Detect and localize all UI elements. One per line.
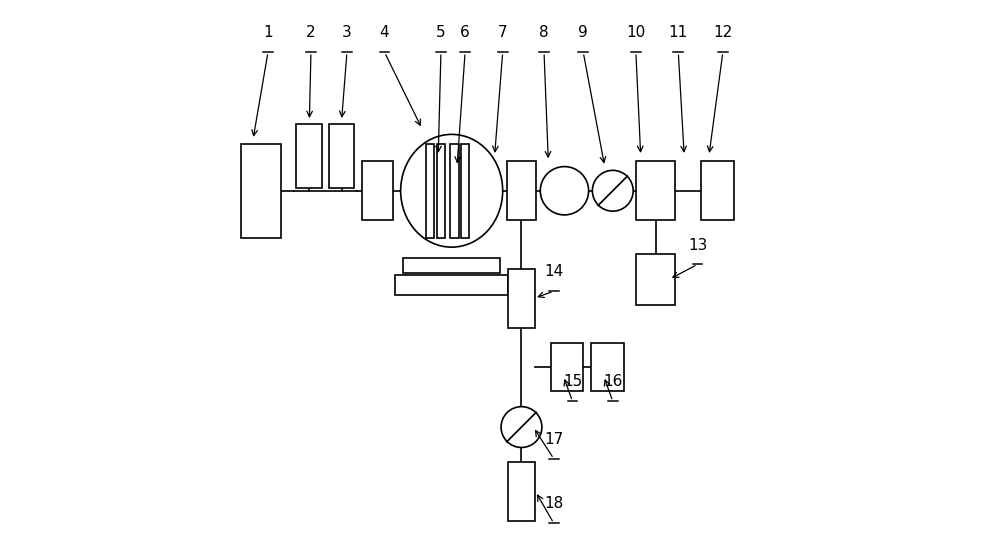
Ellipse shape bbox=[401, 134, 503, 247]
Bar bbox=[636, 254, 675, 305]
Bar bbox=[551, 343, 583, 391]
Text: 6: 6 bbox=[460, 25, 470, 41]
Text: 3: 3 bbox=[342, 25, 352, 41]
Bar bbox=[395, 275, 508, 295]
Bar bbox=[508, 462, 535, 521]
Text: 7: 7 bbox=[498, 25, 507, 41]
Bar bbox=[508, 269, 535, 328]
Text: 1: 1 bbox=[263, 25, 273, 41]
Bar bbox=[403, 259, 500, 273]
Bar bbox=[701, 161, 734, 220]
Bar bbox=[241, 144, 281, 238]
Circle shape bbox=[501, 407, 542, 448]
Text: 16: 16 bbox=[603, 374, 622, 390]
Text: 9: 9 bbox=[578, 25, 588, 41]
Bar bbox=[296, 124, 322, 188]
Text: 12: 12 bbox=[713, 25, 732, 41]
Bar bbox=[329, 124, 354, 188]
Ellipse shape bbox=[540, 167, 589, 215]
Bar bbox=[461, 144, 469, 238]
Bar bbox=[450, 144, 459, 238]
Text: 5: 5 bbox=[436, 25, 446, 41]
Circle shape bbox=[592, 170, 633, 211]
Bar bbox=[507, 161, 536, 220]
Bar bbox=[362, 161, 393, 220]
Bar bbox=[636, 161, 675, 220]
Text: 17: 17 bbox=[544, 432, 563, 447]
Bar bbox=[426, 144, 434, 238]
Text: 14: 14 bbox=[544, 264, 563, 279]
Bar bbox=[437, 144, 445, 238]
Text: 2: 2 bbox=[306, 25, 316, 41]
Text: 18: 18 bbox=[544, 496, 563, 511]
Bar bbox=[591, 343, 624, 391]
Text: 8: 8 bbox=[539, 25, 549, 41]
Text: 13: 13 bbox=[688, 237, 707, 253]
Text: 11: 11 bbox=[669, 25, 688, 41]
Text: 10: 10 bbox=[626, 25, 645, 41]
Text: 15: 15 bbox=[563, 374, 582, 390]
Text: 4: 4 bbox=[380, 25, 389, 41]
